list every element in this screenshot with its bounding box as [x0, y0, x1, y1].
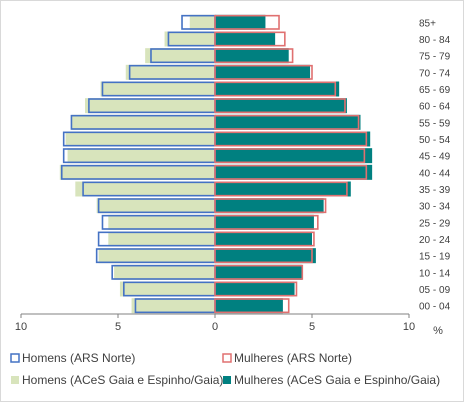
- legend-swatch-3: [223, 376, 231, 384]
- bar-mulheres-ars-0: [214, 298, 290, 314]
- age-group-label-6: 30 - 34: [419, 202, 451, 213]
- bar-mulheres-ars-8: [214, 164, 368, 180]
- bar-mulheres-ars-11: [214, 114, 360, 130]
- x-tick-label-3: 5: [309, 321, 315, 333]
- age-group-label-10: 50 - 54: [419, 135, 451, 146]
- bar-homens-aces-16: [164, 31, 215, 47]
- bar-mulheres-aces-5: [215, 214, 314, 230]
- bar-mulheres-aces-15: [215, 48, 289, 64]
- bar-mulheres-ars-14: [214, 64, 313, 80]
- bar-homens-aces-17: [189, 14, 215, 30]
- bar-mulheres-ars-9: [214, 148, 366, 164]
- bar-mulheres-ars-2: [214, 264, 304, 280]
- age-group-label-8: 40 - 44: [419, 168, 451, 179]
- bar-homens-aces-6: [96, 198, 215, 214]
- x-tick-label-2: 0: [212, 321, 218, 333]
- bar-homens-aces-1: [119, 281, 215, 297]
- bar-mulheres-ars-13: [214, 81, 337, 97]
- age-group-label-17: 85+: [419, 18, 436, 29]
- bar-homens-aces-2: [114, 264, 215, 280]
- legend-label-1: Mulheres (ARS Norte): [234, 351, 352, 365]
- bar-homens-aces-13: [100, 81, 215, 97]
- bar-homens-aces-5: [108, 214, 215, 230]
- age-group-label-14: 70 - 74: [419, 68, 451, 79]
- legend-label-3: Mulheres (ACeS Gaia e Espinho/Gaia): [234, 373, 440, 387]
- bar-mulheres-ars-17: [214, 14, 280, 30]
- bar-mulheres-aces-1: [215, 281, 295, 297]
- bar-homens-aces-10: [65, 131, 216, 147]
- bar-mulheres-ars-3: [214, 248, 313, 264]
- bar-homens-aces-12: [85, 98, 216, 114]
- bar-mulheres-aces-7: [215, 181, 351, 197]
- bar-mulheres-aces-12: [215, 98, 347, 114]
- bar-homens-aces-4: [108, 231, 215, 247]
- bar-homens-aces-14: [125, 64, 215, 80]
- bar-mulheres-ars-5: [214, 214, 319, 230]
- bar-mulheres-ars-15: [214, 48, 294, 64]
- age-group-label-11: 55 - 59: [419, 118, 451, 129]
- bar-homens-aces-3: [98, 248, 215, 264]
- age-group-label-15: 75 - 79: [419, 52, 451, 63]
- bar-homens-aces-8: [59, 164, 215, 180]
- age-group-label-12: 60 - 64: [419, 102, 451, 113]
- bar-mulheres-aces-8: [215, 164, 373, 180]
- bar-homens-aces-11: [71, 114, 215, 130]
- legend-label-2: Homens (ACeS Gaia e Espinho/Gaia): [22, 373, 223, 387]
- age-group-label-3: 15 - 19: [419, 252, 451, 263]
- age-group-label-5: 25 - 29: [419, 218, 451, 229]
- age-group-label-7: 35 - 39: [419, 185, 451, 196]
- bar-mulheres-aces-9: [215, 148, 373, 164]
- bar-mulheres-aces-0: [215, 298, 283, 314]
- bar-homens-aces-0: [131, 298, 215, 314]
- bar-mulheres-aces-13: [215, 81, 340, 97]
- bar-mulheres-aces-11: [215, 114, 361, 130]
- bar-mulheres-ars-7: [214, 181, 348, 197]
- x-unit-label: %: [433, 325, 443, 337]
- x-tick-label-4: 10: [403, 321, 415, 333]
- legend-swatch-1: [222, 353, 232, 363]
- bar-mulheres-ars-6: [214, 198, 327, 214]
- bar-mulheres-aces-3: [215, 248, 316, 264]
- bar-mulheres-aces-4: [215, 231, 312, 247]
- bar-mulheres-ars-16: [214, 31, 286, 47]
- age-group-label-4: 20 - 24: [419, 235, 451, 246]
- bar-mulheres-aces-6: [215, 198, 324, 214]
- bar-mulheres-aces-17: [215, 14, 266, 30]
- age-group-label-16: 80 - 84: [419, 35, 451, 46]
- legend-label-0: Homens (ARS Norte): [22, 351, 135, 365]
- bar-homens-aces-15: [145, 48, 215, 64]
- bar-mulheres-ars-4: [214, 231, 315, 247]
- x-tick-label-1: 5: [115, 321, 121, 333]
- bar-mulheres-ars-10: [214, 131, 368, 147]
- legend-swatch-0: [10, 353, 20, 363]
- age-group-label-2: 10 - 14: [419, 268, 451, 279]
- age-group-label-1: 05 - 09: [419, 285, 451, 296]
- bar-mulheres-ars-1: [214, 281, 298, 297]
- legend-swatch-2: [11, 376, 19, 384]
- age-group-label-9: 45 - 49: [419, 152, 451, 163]
- age-group-label-0: 00 - 04: [419, 302, 451, 313]
- bar-mulheres-aces-14: [215, 64, 311, 80]
- bar-homens-aces-9: [67, 148, 215, 164]
- bar-mulheres-aces-10: [215, 131, 371, 147]
- bar-mulheres-aces-2: [215, 264, 303, 280]
- bar-mulheres-aces-16: [215, 31, 276, 47]
- age-group-label-13: 65 - 69: [419, 85, 451, 96]
- bar-homens-aces-7: [75, 181, 215, 197]
- x-tick-label-0: 10: [15, 321, 27, 333]
- bar-mulheres-ars-12: [214, 98, 346, 114]
